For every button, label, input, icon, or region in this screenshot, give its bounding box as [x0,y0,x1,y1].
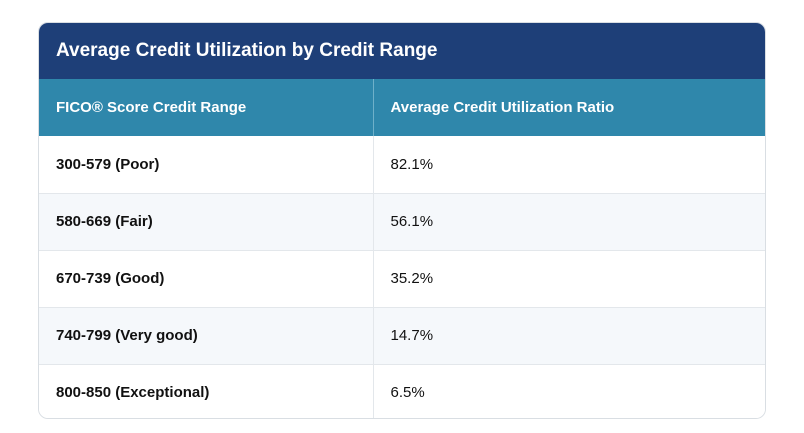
cell-credit-range: 670-739 (Good) [39,249,374,307]
cell-credit-range: 300-579 (Poor) [39,136,374,193]
cell-utilization-ratio: 82.1% [373,136,765,193]
header-utilization-ratio: Average Credit Utilization Ratio [373,79,765,136]
cell-credit-range: 580-669 (Fair) [39,192,374,250]
table-row: 740-799 (Very good) 14.7% [39,306,765,364]
cell-utilization-ratio: 14.7% [373,306,765,364]
table-row: 670-739 (Good) 35.2% [39,249,765,307]
utilization-table-card: Average Credit Utilization by Credit Ran… [38,22,766,419]
cell-utilization-ratio: 56.1% [373,192,765,250]
cell-utilization-ratio: 35.2% [373,249,765,307]
cell-utilization-ratio: 6.5% [373,363,765,418]
utilization-table: FICO® Score Credit Range Average Credit … [39,79,765,418]
table-title: Average Credit Utilization by Credit Ran… [39,23,765,79]
header-credit-range: FICO® Score Credit Range [39,79,374,136]
table-row: 800-850 (Exceptional) 6.5% [39,363,765,418]
table-row: 580-669 (Fair) 56.1% [39,192,765,250]
cell-credit-range: 800-850 (Exceptional) [39,363,374,418]
table-header-row: FICO® Score Credit Range Average Credit … [39,79,765,136]
table-row: 300-579 (Poor) 82.1% [39,136,765,193]
cell-credit-range: 740-799 (Very good) [39,306,374,364]
